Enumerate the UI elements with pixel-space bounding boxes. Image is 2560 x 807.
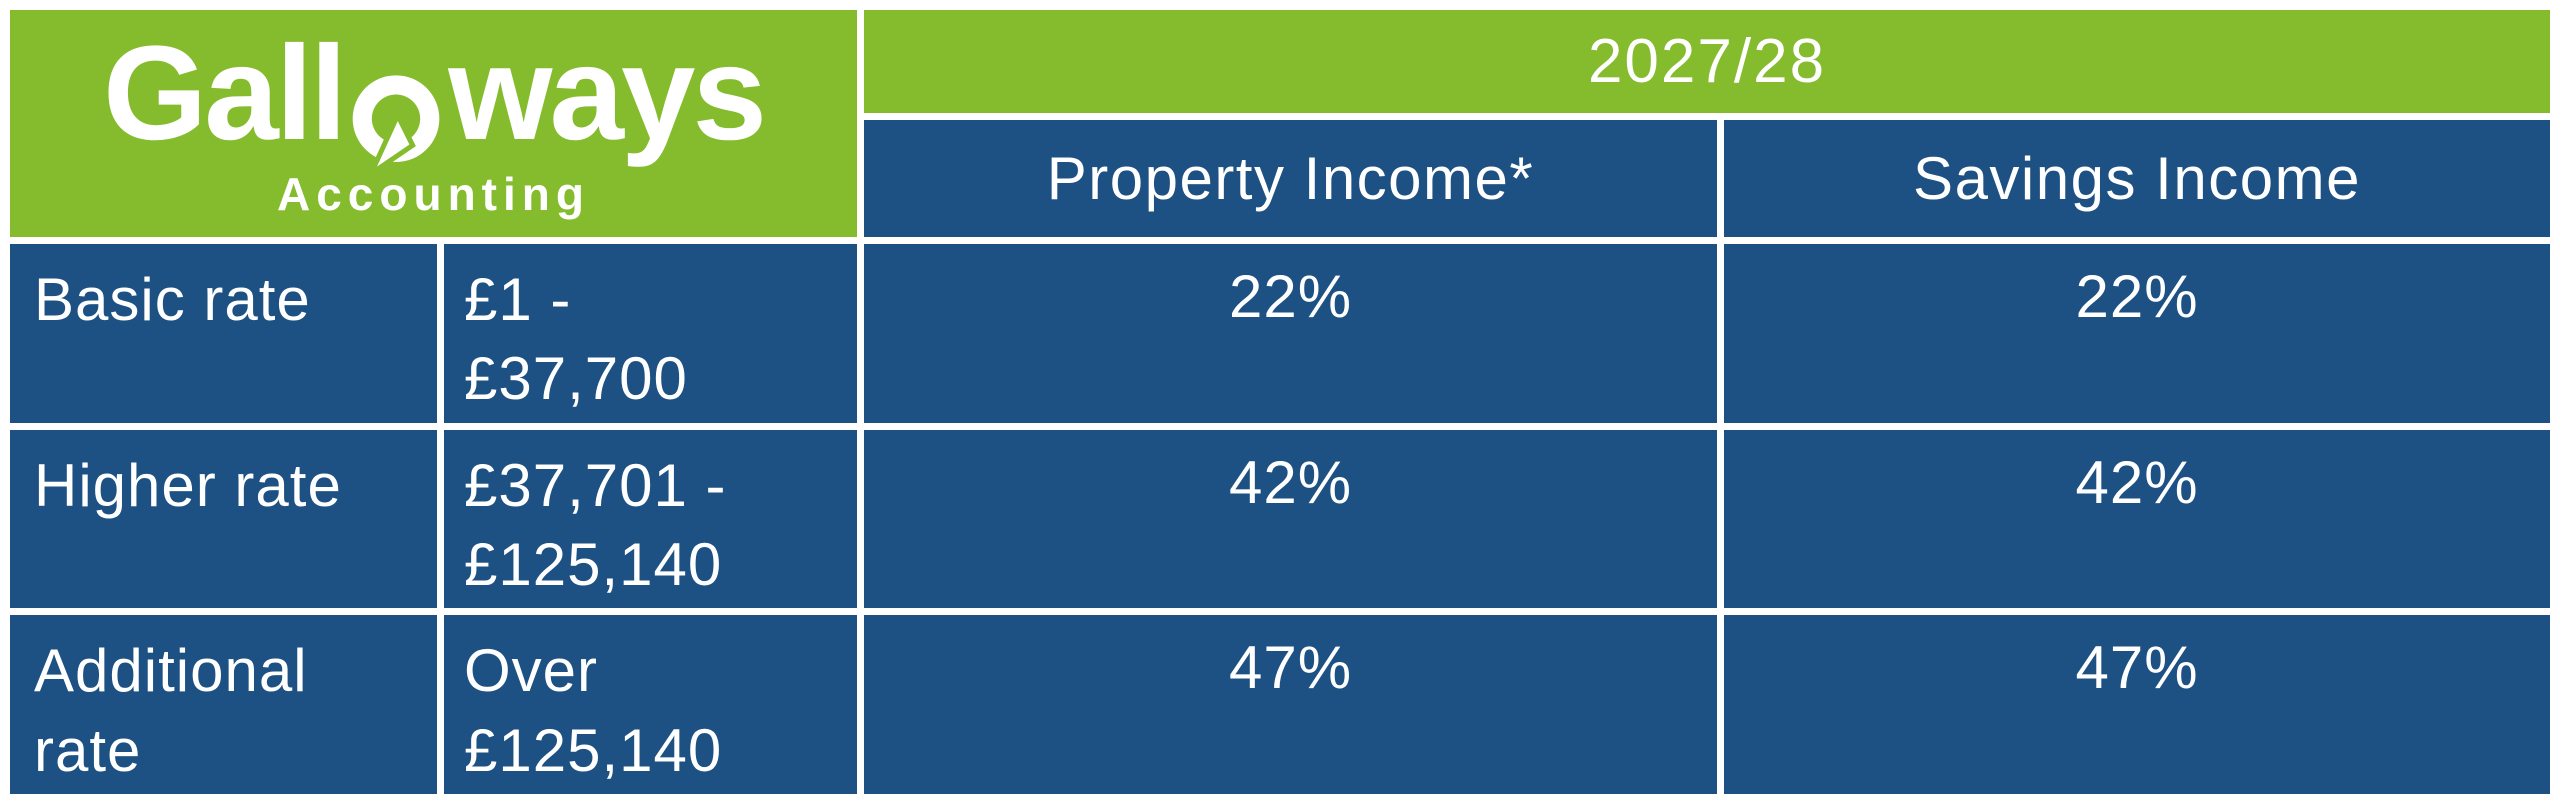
- brand-tagline: Accounting: [277, 167, 590, 220]
- row-label-basic-rate: Basic rate: [10, 244, 437, 423]
- row-band-higher-rate: £37,701 - £125,140: [444, 429, 857, 609]
- row-label-higher-rate: Higher rate: [10, 429, 437, 609]
- higher-rate-property-income: 42%: [864, 429, 1717, 609]
- basic-rate-savings-income: 22%: [1724, 244, 2550, 423]
- brand-name: Gall ways: [102, 18, 767, 177]
- year-header: 2027/28: [864, 10, 2550, 113]
- column-header-property-income: Property Income*: [864, 120, 1717, 237]
- row-label-additional-rate: Additional rate: [10, 615, 437, 794]
- brand-logo: Gall ways Accounting: [10, 10, 857, 237]
- additional-rate-property-income: 47%: [864, 615, 1717, 794]
- pie-o-icon: [352, 74, 440, 177]
- higher-rate-savings-income: 42%: [1724, 429, 2550, 609]
- row-band-basic-rate: £1 - £37,700: [444, 244, 857, 423]
- additional-rate-savings-income: 47%: [1724, 615, 2550, 794]
- table-grid: Gall ways Accounting 2027/28 Property In…: [10, 10, 2550, 794]
- brand-name-pre: Gall: [102, 18, 347, 168]
- basic-rate-property-income: 22%: [864, 244, 1717, 423]
- brand-name-post: ways: [448, 18, 767, 168]
- column-header-savings-income: Savings Income: [1724, 120, 2550, 237]
- row-band-additional-rate: Over £125,140: [444, 615, 857, 794]
